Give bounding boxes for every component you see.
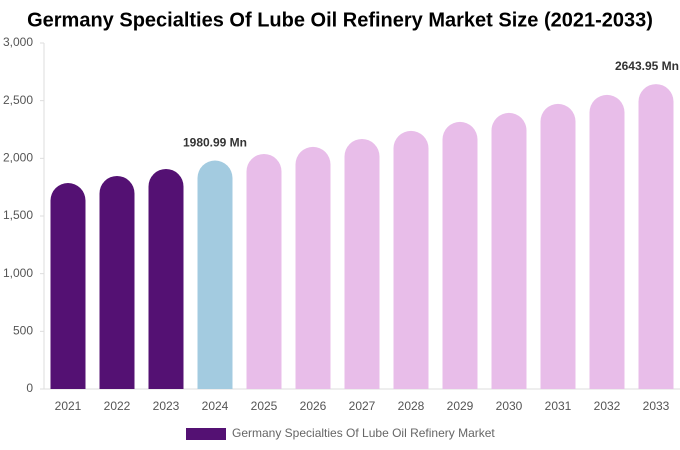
x-tick-label: 2021 — [55, 399, 82, 413]
x-tick-label: 2025 — [251, 399, 278, 413]
x-tick-label: 2027 — [349, 399, 376, 413]
value-label: 1980.99 Mn — [183, 136, 247, 150]
y-tick-label: 3,000 — [3, 35, 33, 49]
y-tick-label: 1,500 — [3, 208, 33, 222]
x-tick-label: 2031 — [545, 399, 572, 413]
x-tick-label: 2033 — [643, 399, 670, 413]
bar — [638, 84, 674, 390]
bar — [295, 146, 331, 389]
y-tick-label: 2,000 — [3, 151, 33, 165]
bar — [197, 160, 233, 389]
legend-swatch — [186, 428, 226, 440]
x-tick-label: 2022 — [104, 399, 131, 413]
value-label: 2643.95 Mn — [615, 59, 679, 73]
bar — [540, 103, 576, 390]
x-tick-label: 2032 — [594, 399, 621, 413]
x-tick-label: 2023 — [153, 399, 180, 413]
bar — [50, 183, 86, 389]
legend-label: Germany Specialties Of Lube Oil Refinery… — [232, 426, 495, 440]
bar — [148, 168, 184, 389]
bar — [393, 130, 429, 389]
x-tick-label: 2030 — [496, 399, 523, 413]
y-tick-label: 2,500 — [3, 93, 33, 107]
x-tick-label: 2028 — [398, 399, 425, 413]
x-tick-label: 2026 — [300, 399, 327, 413]
y-tick-label: 0 — [26, 381, 33, 395]
bar — [442, 121, 478, 389]
bar — [246, 153, 282, 389]
x-tick-label: 2029 — [447, 399, 474, 413]
bar — [344, 138, 380, 389]
y-tick-label: 1,000 — [3, 266, 33, 280]
bar — [589, 94, 625, 390]
x-tick-label: 2024 — [202, 399, 229, 413]
y-tick-label: 500 — [13, 324, 33, 338]
chart-title: Germany Specialties Of Lube Oil Refinery… — [27, 9, 653, 31]
bar — [99, 175, 135, 389]
bar — [491, 112, 527, 390]
